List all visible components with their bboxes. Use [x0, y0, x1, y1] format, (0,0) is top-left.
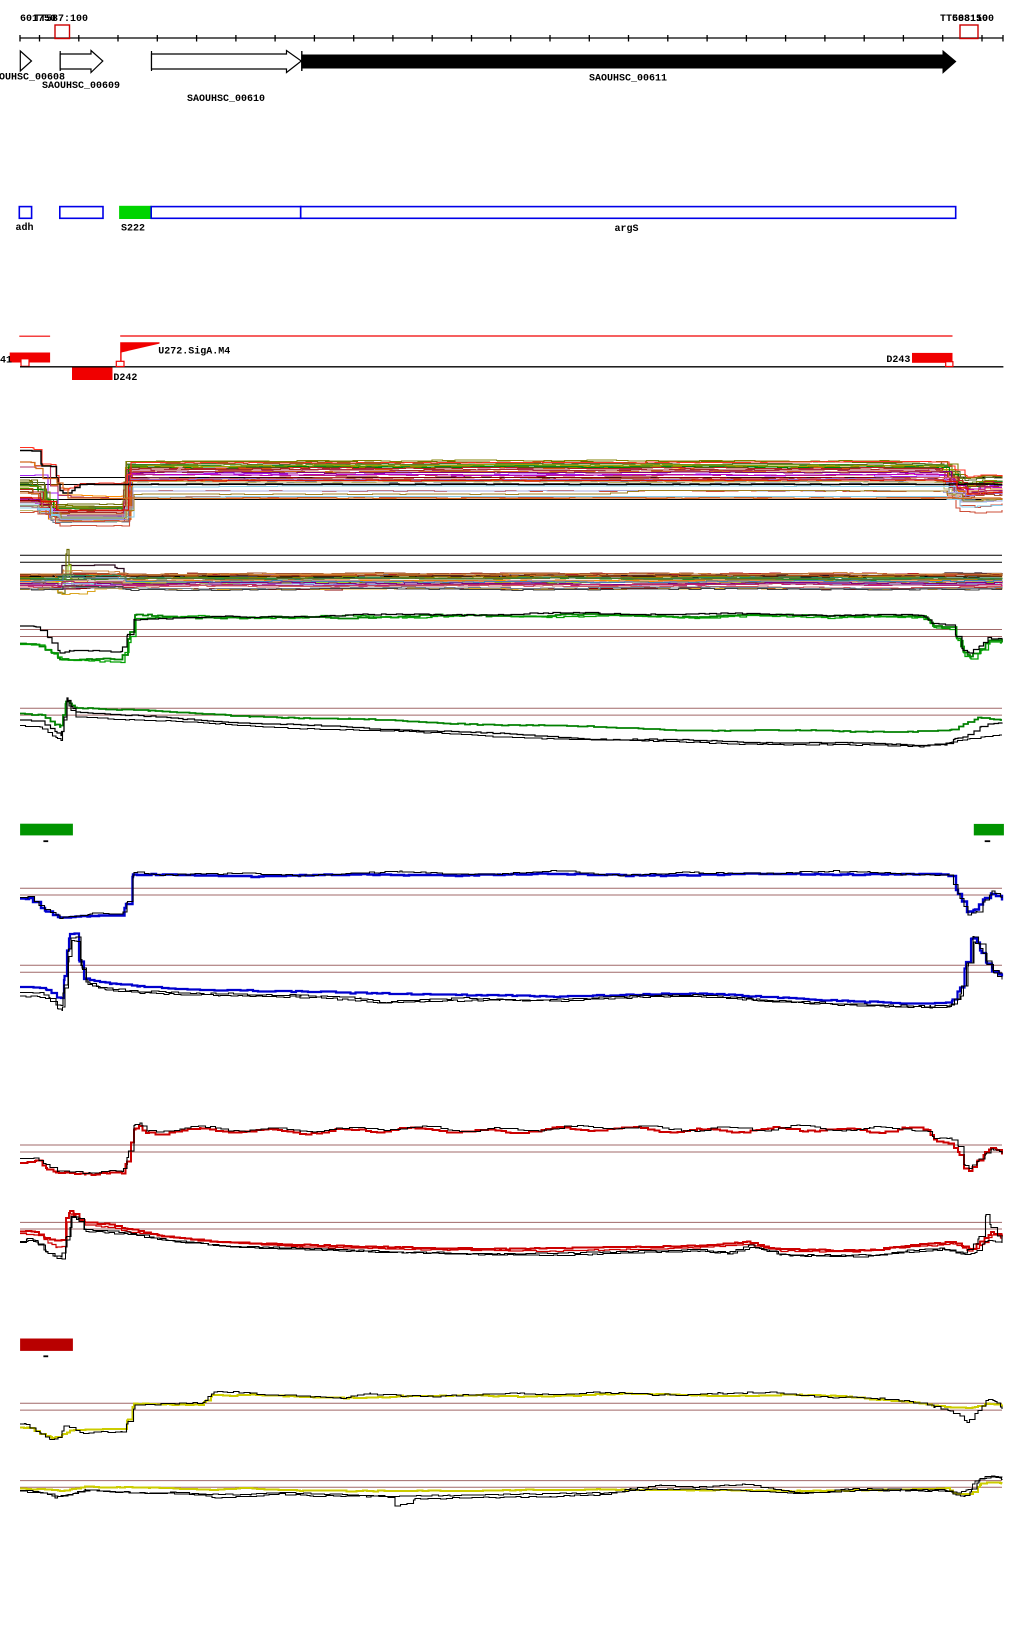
- svg-text:OUHSC_00608: OUHSC_00608: [0, 73, 65, 84]
- svg-text:SAOUHSC_00610: SAOUHSC_00610: [187, 94, 265, 105]
- svg-text:S222: S222: [121, 224, 145, 235]
- svg-text:SAOUHSC_00609: SAOUHSC_00609: [42, 81, 120, 92]
- svg-text:TT587:100: TT587:100: [34, 14, 88, 25]
- svg-text:D243: D243: [886, 355, 910, 366]
- svg-text:adh: adh: [16, 222, 34, 234]
- svg-text:603150: 603150: [952, 14, 988, 25]
- svg-text:U272.SigA.M4: U272.SigA.M4: [158, 346, 230, 358]
- svg-text:41: 41: [0, 356, 12, 367]
- svg-text:TT588:100: TT588:100: [940, 14, 994, 25]
- svg-text:argS: argS: [615, 224, 639, 235]
- svg-text:D242: D242: [113, 373, 137, 384]
- svg-text:601750: 601750: [20, 14, 56, 25]
- svg-text:SAOUHSC_00611: SAOUHSC_00611: [589, 74, 667, 85]
